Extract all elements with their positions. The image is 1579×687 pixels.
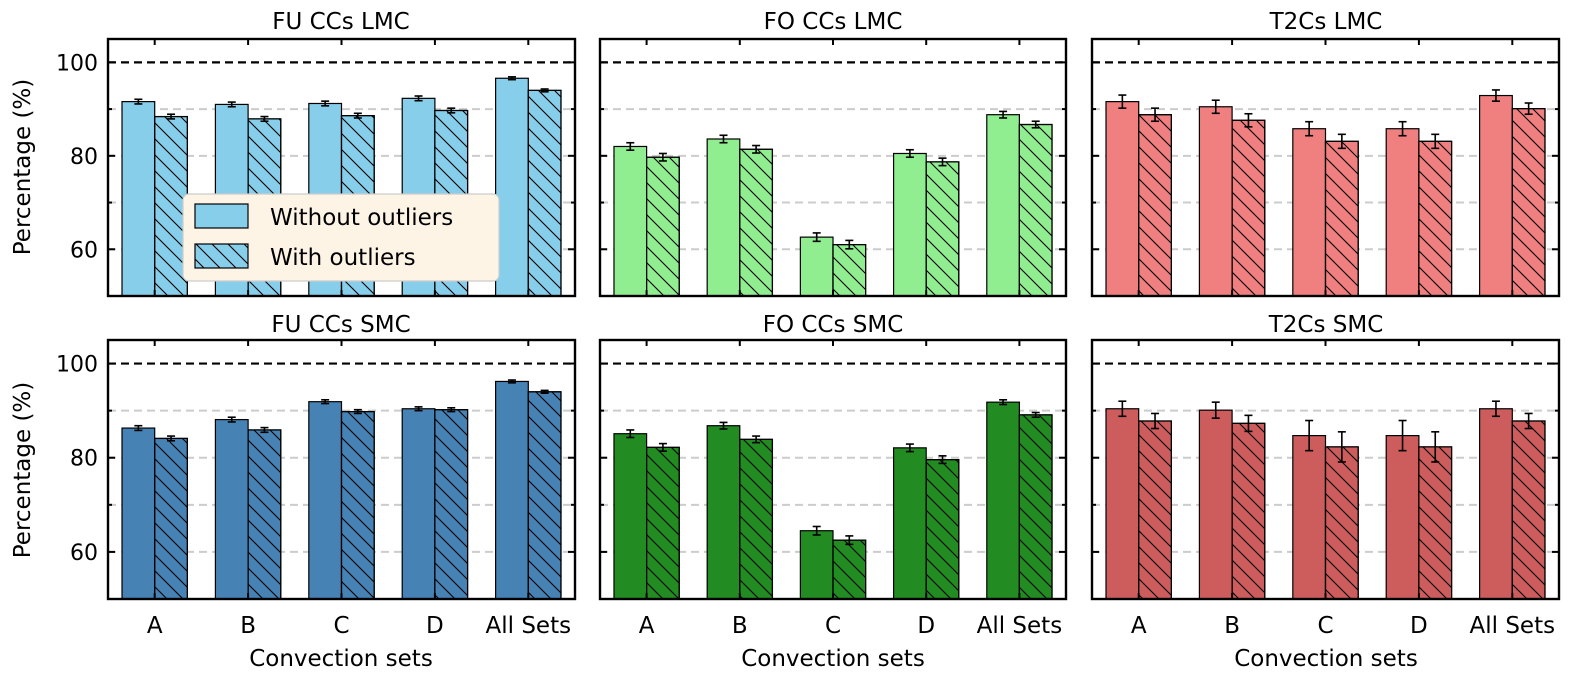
bar-hatch — [1418, 446, 1453, 600]
bar — [495, 380, 529, 600]
bar — [495, 77, 529, 297]
bar-hatch — [645, 156, 680, 297]
bar-hatch — [1231, 422, 1266, 600]
y-tick-label: 60 — [70, 541, 98, 566]
bar — [1198, 106, 1233, 297]
bar — [892, 447, 927, 600]
y-tick-label: 80 — [70, 447, 98, 472]
bar — [1385, 434, 1420, 600]
bar-hatch — [527, 391, 562, 600]
bar — [986, 401, 1021, 600]
bar-hatch — [1511, 420, 1546, 600]
bar-hatch — [832, 244, 867, 297]
y-tick-label: 100 — [56, 51, 98, 76]
panel-fo-ccs-smc: FO CCs SMC A B C D All Sets — [598, 312, 1068, 639]
bar — [308, 401, 343, 600]
bar-hatch — [1324, 140, 1359, 297]
bar-hatch — [1231, 119, 1266, 297]
bar — [799, 236, 834, 297]
panel-t2cs-smc: T2Cs SMC A B C D All Sets — [1090, 312, 1561, 639]
bar — [706, 425, 741, 600]
legend: Without outliers With outliers — [182, 193, 500, 282]
x-tick-label: A — [1131, 613, 1147, 639]
x-tick-label: C — [1317, 613, 1333, 639]
x-tick-label: A — [147, 613, 163, 639]
x-tick-label: B — [1224, 613, 1240, 639]
bar-hatch — [925, 459, 960, 600]
panel-fo-ccs-lmc: FO CCs LMC — [598, 9, 1068, 298]
bar — [1479, 94, 1513, 297]
bar-hatch — [154, 437, 188, 600]
y-axis-label: Percentage (%) — [10, 79, 36, 256]
bar — [121, 427, 156, 600]
bar-hatch — [527, 89, 562, 297]
x-axis-label: Convection sets — [741, 646, 925, 672]
x-tick-label: All Sets — [977, 613, 1063, 639]
bar-hatch — [1138, 114, 1172, 297]
x-tick-label: All Sets — [486, 613, 572, 639]
panel-title: T2Cs SMC — [1268, 312, 1384, 338]
x-tick-label: A — [639, 613, 655, 639]
y-tick-label: 60 — [70, 238, 98, 263]
x-tick-label: B — [732, 613, 748, 639]
bar — [1105, 408, 1140, 600]
bar — [892, 152, 927, 297]
panel-fu-ccs-smc: FU CCs SMC 60 80 100 A B C D All Sets — [56, 312, 577, 639]
bar — [986, 114, 1021, 297]
legend-frame — [182, 193, 500, 282]
x-axis-label: Convection sets — [1234, 646, 1418, 672]
panel-title: FU CCs LMC — [272, 9, 410, 35]
bar-hatch — [1138, 420, 1172, 600]
bar-hatch — [645, 446, 680, 600]
bar — [613, 145, 648, 297]
y-tick-label: 100 — [56, 353, 98, 378]
bar-hatch — [1018, 123, 1053, 297]
legend-label-without-outliers: Without outliers — [270, 205, 453, 231]
panel-t2cs-lmc: T2Cs LMC — [1090, 9, 1561, 298]
bar-hatch — [434, 409, 469, 600]
x-tick-label: All Sets — [1470, 613, 1556, 639]
bar — [1105, 101, 1140, 297]
panel-title: FO CCs LMC — [764, 9, 903, 35]
bar — [1198, 409, 1233, 600]
bar — [799, 530, 834, 600]
x-axis-label: Convection sets — [249, 646, 433, 672]
bar — [1292, 128, 1327, 297]
panel-title: FO CCs SMC — [763, 312, 904, 338]
bar — [1292, 434, 1327, 600]
bar-hatch — [739, 148, 774, 297]
bar-hatch — [340, 410, 375, 600]
x-tick-label: C — [825, 613, 841, 639]
bar — [214, 418, 249, 600]
bar — [121, 101, 156, 297]
bar-hatch — [1511, 108, 1546, 297]
legend-swatch-with-outliers — [194, 243, 249, 269]
bar — [1479, 408, 1513, 600]
bar-hatch — [1018, 414, 1053, 600]
panel-title: FU CCs SMC — [271, 312, 410, 338]
bar-hatch — [247, 429, 282, 600]
legend-swatch-without-outliers — [194, 203, 249, 229]
bar — [706, 138, 741, 297]
bar-hatch — [1324, 446, 1359, 600]
bar-hatch — [925, 161, 960, 297]
x-tick-label: C — [333, 613, 349, 639]
y-axis-label: Percentage (%) — [10, 382, 36, 559]
x-tick-label: D — [1410, 613, 1428, 639]
bar — [613, 433, 648, 600]
y-tick-label: 80 — [70, 145, 98, 170]
x-tick-label: D — [917, 613, 935, 639]
bar-hatch — [1418, 140, 1453, 297]
bar-hatch — [832, 539, 867, 600]
bar-hatch — [739, 438, 774, 600]
panel-title: T2Cs LMC — [1269, 9, 1383, 35]
x-tick-label: D — [426, 613, 444, 639]
x-tick-label: B — [240, 613, 256, 639]
bar — [1385, 128, 1420, 297]
legend-label-with-outliers: With outliers — [270, 245, 416, 271]
bar — [401, 408, 436, 600]
